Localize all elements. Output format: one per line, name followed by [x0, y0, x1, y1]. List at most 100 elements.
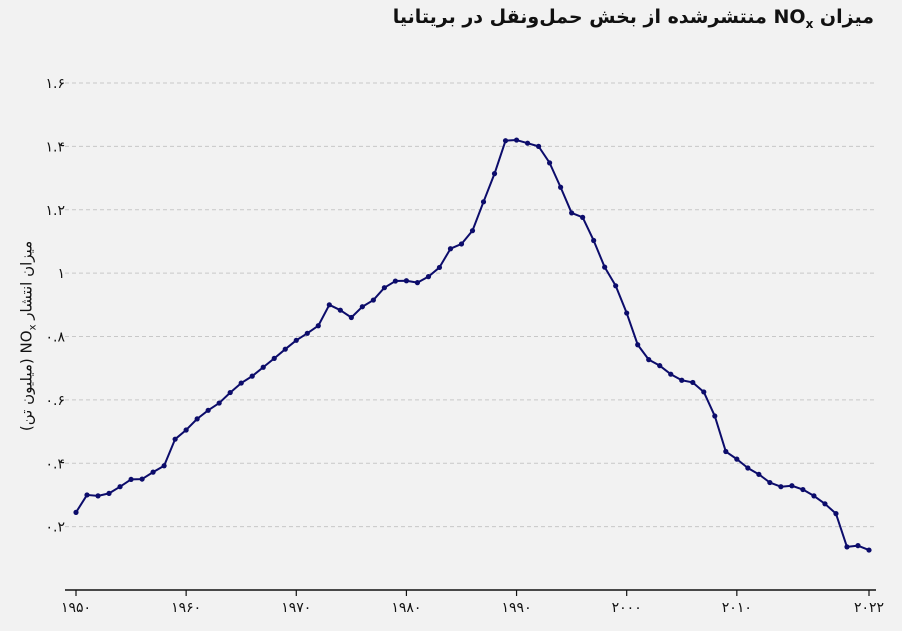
y-tick-label: ۱.۴	[46, 139, 66, 155]
data-point	[668, 371, 674, 377]
data-point	[238, 380, 244, 386]
data-point	[591, 237, 597, 244]
data-point	[602, 264, 608, 270]
svg-text:۲۰۲۲: ۲۰۲۲	[854, 600, 884, 616]
data-point	[734, 456, 740, 462]
data-point	[558, 184, 564, 190]
data-point	[337, 307, 343, 313]
data-point	[690, 379, 696, 386]
data-point	[260, 364, 266, 370]
data-point	[855, 543, 861, 549]
x-tick-label: ۱۹۵۰	[61, 600, 91, 616]
svg-text:۱.۲: ۱.۲	[46, 203, 66, 219]
x-tick-label: ۲۰۲۲	[854, 600, 884, 616]
data-point	[657, 363, 663, 369]
data-point	[392, 278, 399, 284]
data-point	[712, 413, 718, 419]
data-point	[139, 476, 145, 482]
svg-text:۱۹۷۰: ۱۹۷۰	[281, 600, 311, 616]
data-point	[172, 436, 178, 442]
data-point	[535, 143, 542, 149]
x-tick-label: ۱۹۷۰	[281, 600, 311, 616]
data-point	[106, 490, 112, 496]
data-point	[546, 160, 553, 166]
svg-text:۰.۴: ۰.۴	[46, 456, 66, 472]
data-point	[569, 210, 575, 216]
data-point	[249, 373, 255, 379]
data-point	[381, 285, 387, 291]
svg-text:۲۰۱۰: ۲۰۱۰	[722, 600, 752, 616]
svg-text:۰.۶: ۰.۶	[46, 393, 66, 409]
data-point	[458, 241, 465, 247]
data-point	[822, 501, 828, 507]
data-point	[359, 304, 365, 310]
data-point	[723, 448, 729, 455]
data-point	[293, 337, 299, 343]
data-point	[95, 493, 101, 499]
data-point	[370, 297, 376, 303]
data-point	[271, 355, 277, 361]
data-point	[800, 486, 806, 493]
x-tick-label: ۱۹۶۰	[171, 600, 201, 616]
x-tick-label: ۲۰۰۰	[612, 600, 642, 616]
y-tick-label: ۰.۶	[46, 393, 66, 409]
svg-text:۱۹۶۰: ۱۹۶۰	[171, 600, 201, 616]
data-point	[866, 547, 872, 553]
y-tick-label: ۱	[57, 266, 65, 282]
data-point	[811, 493, 817, 499]
data-point	[447, 246, 454, 252]
data-point	[304, 330, 310, 336]
data-point	[580, 214, 586, 220]
data-point	[414, 280, 421, 286]
series-line	[75, 139, 870, 551]
y-tick-label: ۱.۶	[46, 76, 66, 92]
data-point	[315, 323, 321, 329]
data-point	[679, 377, 685, 383]
data-point	[844, 544, 850, 550]
data-point	[183, 427, 189, 433]
data-point	[425, 274, 432, 280]
svg-text:۱۹۹۰: ۱۹۹۰	[502, 600, 532, 616]
data-point	[646, 357, 652, 363]
data-point	[524, 140, 531, 146]
data-point	[117, 484, 123, 490]
data-point	[513, 137, 520, 143]
data-point	[745, 465, 751, 471]
data-point	[150, 469, 156, 475]
data-point	[205, 407, 211, 413]
data-point	[216, 400, 222, 406]
data-point	[282, 346, 288, 352]
svg-text:۱.۴: ۱.۴	[46, 139, 66, 155]
svg-text:۱۹۸۰: ۱۹۸۰	[391, 600, 421, 616]
data-point	[778, 484, 784, 490]
data-point	[491, 171, 498, 177]
data-point	[326, 302, 332, 308]
data-point	[480, 199, 487, 205]
data-point	[194, 416, 200, 422]
y-tick-label: ۰.۲	[46, 520, 66, 536]
y-tick-label: ۰.۸	[46, 330, 66, 346]
data-point	[73, 509, 79, 515]
data-point	[436, 264, 443, 271]
y-tick-label: ۰.۴	[46, 456, 66, 472]
chart-title: میزان NOx منتشرشده از بخش حمل‌ونقل در بر…	[392, 6, 874, 31]
data-point	[469, 228, 476, 234]
x-tick-label: ۱۹۸۰	[391, 600, 421, 616]
data-point	[84, 492, 90, 498]
data-point	[128, 476, 134, 483]
data-point	[635, 342, 641, 348]
data-point	[624, 310, 630, 316]
data-point	[789, 483, 795, 489]
data-point	[756, 471, 762, 477]
data-point	[833, 511, 839, 517]
svg-text:۱۹۵۰: ۱۹۵۰	[61, 600, 91, 616]
data-point	[767, 479, 773, 486]
data-point	[701, 389, 707, 395]
x-tick-label: ۲۰۱۰	[722, 600, 752, 616]
svg-text:۱: ۱	[57, 266, 65, 282]
data-point	[161, 463, 167, 469]
svg-text:۲۰۰۰: ۲۰۰۰	[612, 600, 642, 616]
data-point	[502, 138, 509, 144]
